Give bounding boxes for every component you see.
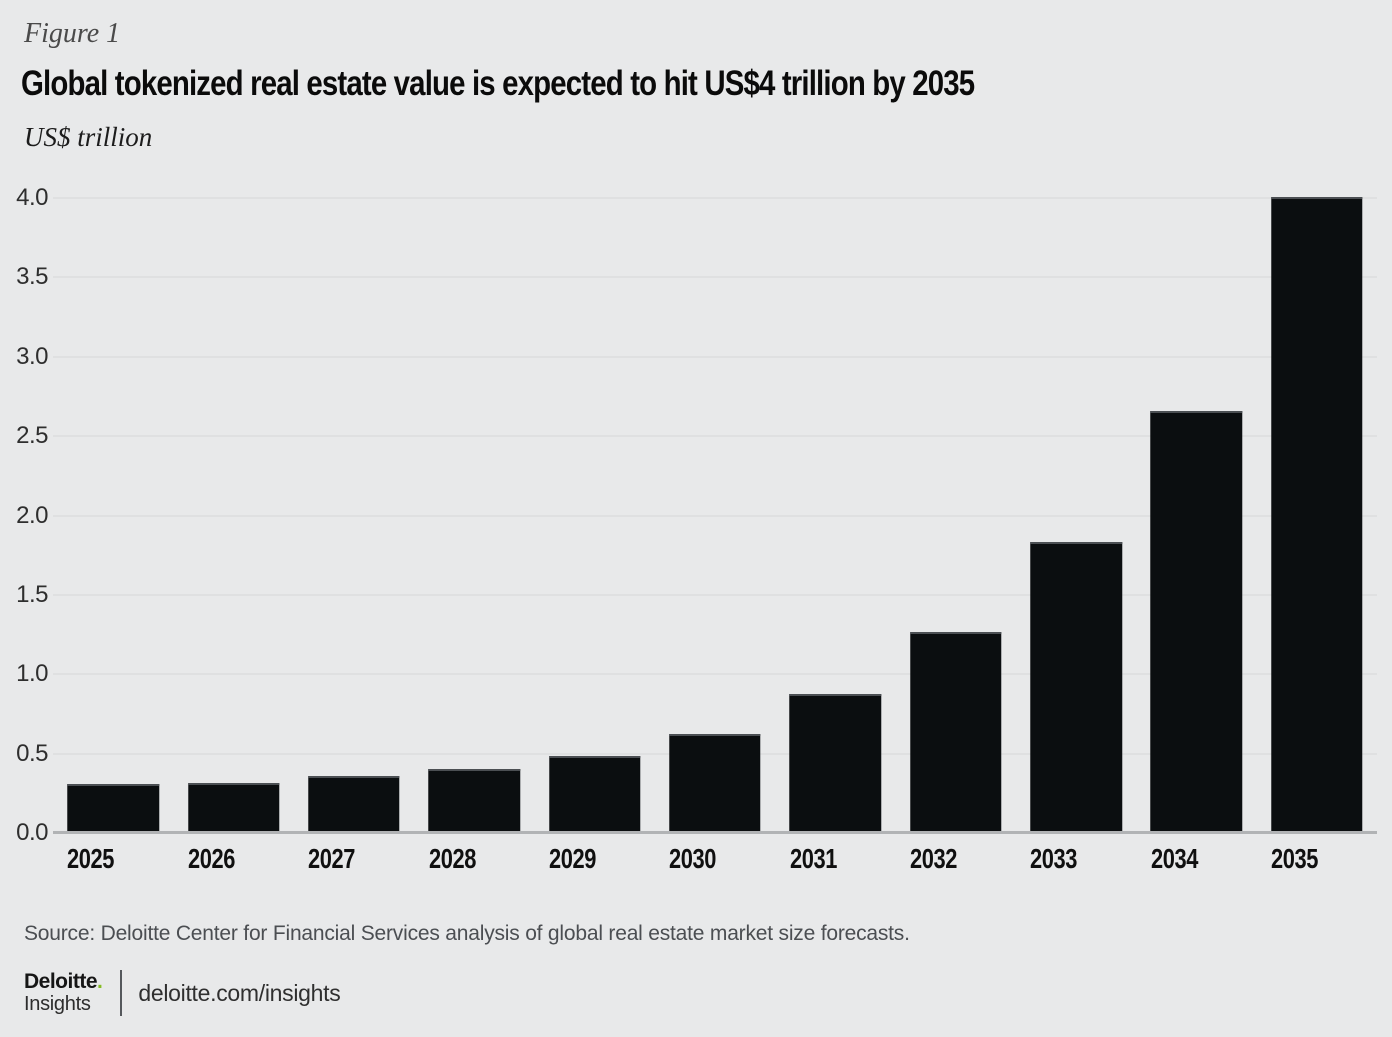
y-axis-unit-label: US$ trillion: [24, 122, 153, 152]
y-axis-tick-labels: 0.0 0.5 1.0 1.5 2.0 2.5 3.0 3.5 4.0: [0, 184, 48, 846]
bar-slot-2031: 2031: [775, 198, 895, 874]
x-tick-label-2025: 2025: [67, 843, 115, 874]
x-tick-label-2030: 2030: [669, 843, 717, 874]
footer: Deloitte. Insights deloitte.com/insights: [24, 970, 341, 1016]
bar-slot-2027: 2027: [294, 198, 414, 874]
gridline-1.5: [53, 593, 1377, 596]
y-tick-label-2.5: 2.5: [16, 422, 48, 450]
x-tick-label-2032: 2032: [909, 843, 957, 874]
gridline-4.0: [53, 197, 1377, 199]
logo-green-dot-icon: .: [97, 970, 103, 994]
x-tick-label-2031: 2031: [789, 843, 837, 874]
logo-wordmark: Deloitte.: [24, 970, 103, 994]
bar-2028: [428, 768, 520, 832]
footer-divider: [120, 970, 123, 1016]
x-axis-baseline: [53, 831, 1377, 834]
bar-2025: [67, 784, 159, 832]
bar-slot-2025: 2025: [53, 198, 173, 874]
x-tick-label-2028: 2028: [428, 843, 476, 874]
bar-2034: [1150, 411, 1243, 832]
bar-slot-2029: 2029: [534, 198, 654, 874]
bar-slot-2026: 2026: [173, 198, 293, 874]
gridline-1.0: [53, 673, 1377, 676]
y-tick-label-2.0: 2.0: [16, 501, 48, 529]
bar-2026: [187, 782, 280, 832]
gridline-3.0: [53, 355, 1377, 358]
bar-chart: 0.0 0.5 1.0 1.5 2.0 2.5 3.0 3.5 4.0 2025 2026 2027…: [0, 184, 1392, 874]
x-tick-label-2029: 2029: [548, 843, 596, 874]
bar-2030: [669, 733, 761, 832]
source-note: Source: Deloitte Center for Financial Se…: [24, 922, 910, 945]
bar-slot-2034: 2034: [1136, 198, 1256, 874]
y-tick-label-3.0: 3.0: [16, 342, 48, 370]
y-tick-label-1.5: 1.5: [16, 580, 48, 608]
x-tick-label-2026: 2026: [187, 843, 235, 874]
gridline-2.0: [53, 514, 1377, 517]
y-tick-label-1.0: 1.0: [16, 660, 48, 688]
y-tick-label-0.5: 0.5: [16, 739, 48, 767]
plot-area: 2025 2026 2027 2028 2029 2030 2031 2032 2033 2034…: [53, 197, 1377, 874]
deloitte-insights-logo: Deloitte. Insights: [24, 970, 103, 1015]
figure-label: Figure 1: [24, 18, 121, 49]
y-tick-label-4.0: 4.0: [16, 184, 48, 211]
y-tick-label-0.0: 0.0: [16, 819, 48, 846]
bar-2029: [548, 755, 641, 832]
bar-slot-2028: 2028: [414, 198, 534, 874]
x-tick-label-2027: 2027: [308, 843, 356, 874]
y-tick-label-3.5: 3.5: [16, 263, 48, 291]
logo-insights-label: Insights: [24, 992, 91, 1015]
bar-2032: [909, 631, 1002, 832]
bar-2035: [1271, 197, 1363, 832]
bar-slot-2035: 2035: [1257, 197, 1377, 874]
x-tick-label-2034: 2034: [1150, 843, 1198, 874]
x-tick-label-2035: 2035: [1271, 843, 1319, 874]
gridline-2.5: [53, 435, 1377, 438]
bar-slot-2033: 2033: [1016, 198, 1136, 874]
bar-2027: [308, 776, 400, 832]
bar-2033: [1030, 541, 1122, 832]
bar-2031: [789, 693, 882, 832]
x-tick-label-2033: 2033: [1030, 843, 1078, 874]
gridline-3.5: [53, 276, 1377, 279]
chart-title: Global tokenized real estate value is ex…: [21, 64, 975, 103]
bar-slot-2032: 2032: [896, 198, 1016, 874]
footer-url: deloitte.com/insights: [138, 979, 341, 1006]
bar-slot-2030: 2030: [655, 198, 775, 874]
bar-series: 2025 2026 2027 2028 2029 2030 2031 2032 2033 2034…: [53, 197, 1377, 874]
